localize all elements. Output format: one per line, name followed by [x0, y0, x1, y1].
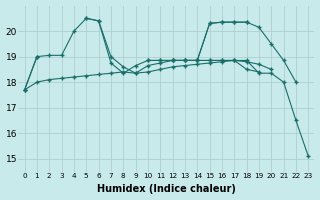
- X-axis label: Humidex (Indice chaleur): Humidex (Indice chaleur): [97, 184, 236, 194]
